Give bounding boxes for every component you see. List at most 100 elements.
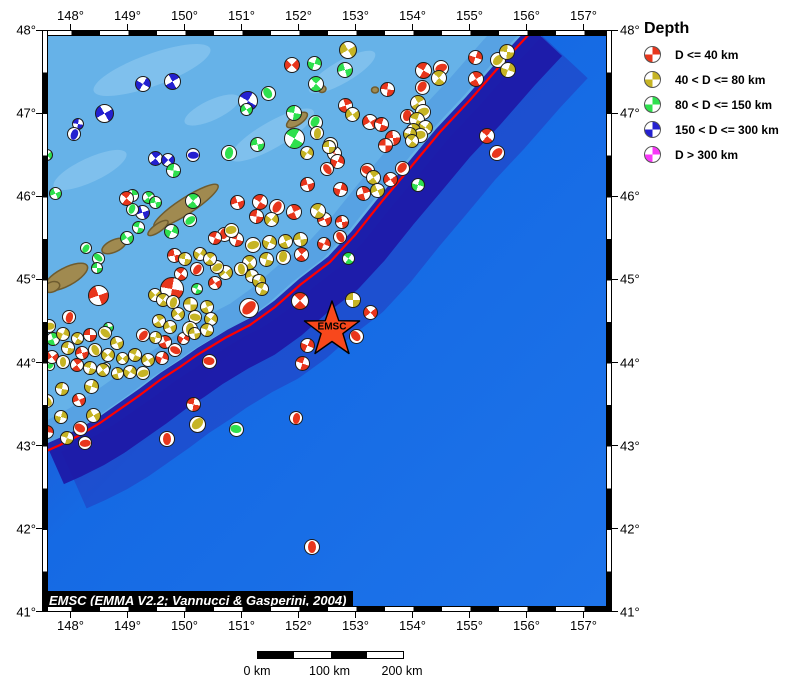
lon-label-top: 157° (570, 8, 597, 23)
focal-mechanism-b (135, 76, 151, 92)
lat-tick-left (36, 278, 42, 280)
focal-mechanism-g (191, 283, 203, 295)
focal-mechanism-y (258, 251, 274, 267)
frame-strip-left (42, 30, 48, 612)
lon-label-bottom: 152° (285, 618, 312, 633)
lon-label-top: 154° (399, 8, 426, 23)
lat-tick-right (612, 195, 618, 197)
lat-tick-right (612, 445, 618, 447)
focal-mechanism-g (91, 262, 103, 274)
focal-mechanism-r (62, 310, 76, 324)
focal-mechanism-y (55, 382, 69, 396)
focal-lens (73, 421, 87, 435)
focal-mechanism-y (98, 326, 112, 340)
lat-tick-left (36, 29, 42, 31)
focal-lens (64, 310, 74, 323)
lon-label-top: 149° (114, 8, 141, 23)
lat-label-left: 42° (16, 521, 36, 537)
lon-tick-bottom (526, 612, 527, 618)
focal-mechanism-r (379, 81, 395, 97)
focal-lens (224, 225, 238, 235)
focal-mechanism-y (110, 336, 124, 350)
focal-mechanism-r (348, 328, 364, 344)
focal-mechanism-g (183, 213, 197, 227)
focal-mechanism-g (165, 162, 181, 178)
focal-mechanism-y (255, 282, 269, 296)
focal-lens (395, 161, 409, 175)
focal-lens (162, 432, 172, 446)
focal-mechanism-y (344, 106, 360, 122)
focal-mechanism-y (56, 355, 70, 369)
focal-mechanism-r (248, 208, 264, 224)
lat-tick-right (612, 528, 618, 530)
focal-mechanism-y (203, 252, 217, 266)
lat-tick-left (36, 445, 42, 447)
focal-mechanism-r (373, 116, 389, 132)
focal-mechanism-r (335, 215, 349, 229)
focal-mechanism-b (67, 127, 81, 141)
focal-mechanism-r (291, 292, 309, 310)
legend-ball-icon (644, 121, 661, 138)
focal-mechanism-g (228, 421, 244, 437)
focal-mechanism-y (61, 341, 75, 355)
scale-segment (330, 652, 367, 658)
lon-tick-top (70, 24, 71, 30)
focal-mechanism-y (85, 407, 101, 423)
focal-mechanism-g (286, 105, 302, 121)
scale-segment (294, 652, 331, 658)
legend-label: D > 300 km (675, 147, 739, 162)
lon-tick-bottom (412, 612, 413, 618)
focal-mechanism-y (110, 366, 124, 380)
focal-lens (291, 412, 301, 424)
focal-mechanism-y (128, 348, 142, 362)
focal-mechanism-y (56, 327, 70, 341)
focal-mechanism-r (118, 190, 134, 206)
focal-lens (81, 242, 91, 254)
focal-lens (168, 344, 182, 356)
focal-mechanism-g (283, 127, 305, 149)
emsc-star-label: EMSC (317, 321, 347, 333)
lon-tick-bottom (298, 612, 299, 618)
legend-ball-icon (644, 71, 661, 88)
focal-mechanism-r (168, 343, 182, 357)
lon-label-top: 153° (342, 8, 369, 23)
legend-label: 150 < D <= 300 km (675, 122, 779, 137)
lon-label-top: 151° (228, 8, 255, 23)
focal-mechanism-y (369, 182, 385, 198)
focal-mechanism-r (78, 436, 92, 450)
focal-lens (236, 263, 246, 275)
focal-mechanism-y (136, 366, 150, 380)
lat-label-left: 46° (16, 188, 36, 204)
focal-mechanism-b (94, 103, 114, 123)
focal-mechanism-g (411, 178, 425, 192)
lat-label-left: 41° (16, 604, 36, 620)
focal-mechanism-r (289, 411, 303, 425)
focal-mechanism-r (414, 79, 430, 95)
focal-mechanism-g (341, 251, 355, 265)
focal-mechanism-g (131, 220, 145, 234)
focal-lens (261, 86, 275, 100)
lon-label-bottom: 154° (399, 618, 426, 633)
focal-mechanism-y (345, 292, 361, 308)
lon-tick-bottom (184, 612, 185, 618)
legend-item: 40 < D <= 80 km (644, 71, 779, 88)
lat-tick-left (36, 195, 42, 197)
lat-label-right: 43° (620, 438, 640, 454)
focal-mechanism-r (355, 185, 371, 201)
lat-tick-left (36, 362, 42, 364)
scale-label: 0 km (243, 664, 271, 678)
focal-mechanism-y (223, 222, 239, 238)
focal-mechanism-y (163, 320, 177, 334)
legend-item: 150 < D <= 300 km (644, 121, 779, 138)
focal-mechanism-r (229, 194, 245, 210)
focal-mechanism-r (468, 71, 484, 87)
lon-tick-top (355, 24, 356, 30)
legend-items: D <= 40 km 40 < D <= 80 km 80 < D <= 150 k… (644, 46, 779, 163)
frame-strip-bottom (42, 606, 612, 612)
focal-mechanism-y (499, 44, 515, 60)
scale-segment (366, 652, 403, 658)
lon-tick-top (526, 24, 527, 30)
legend-label: 40 < D <= 80 km (675, 72, 766, 87)
lon-tick-top (298, 24, 299, 30)
legend-title: Depth (644, 20, 690, 37)
